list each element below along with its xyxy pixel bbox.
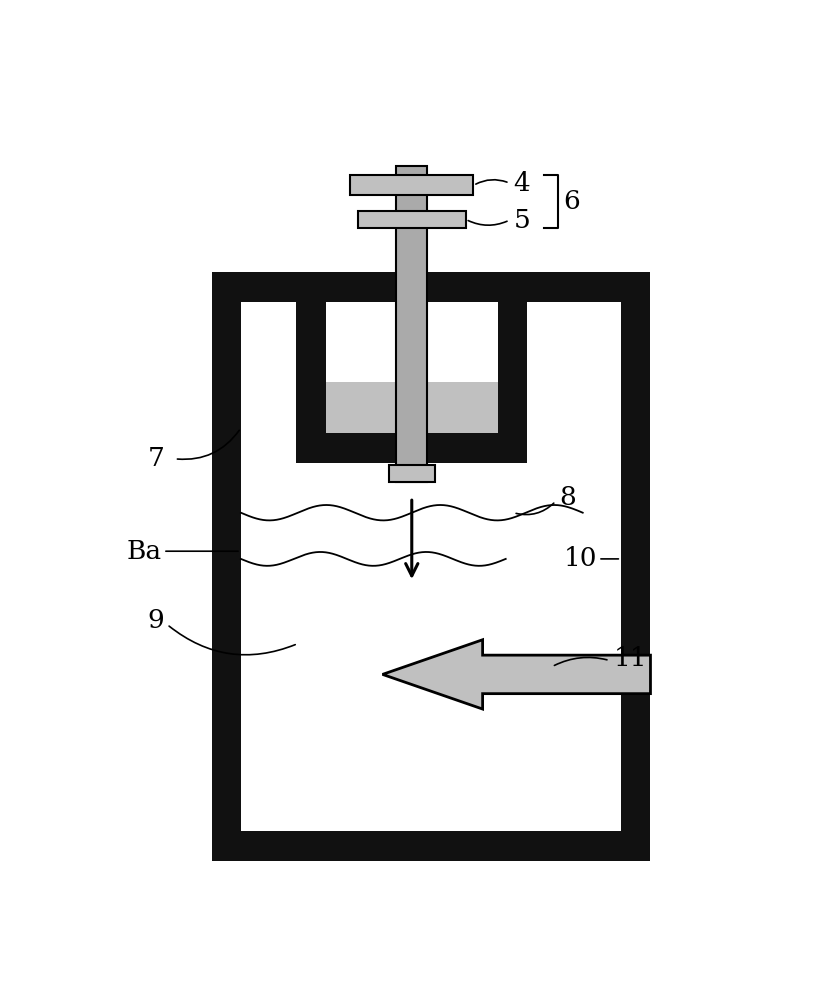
Bar <box>211 831 651 861</box>
Text: Ba: Ba <box>127 539 162 564</box>
Bar <box>389 465 434 482</box>
Text: 6: 6 <box>563 189 580 214</box>
Polygon shape <box>382 640 651 709</box>
Text: 5: 5 <box>514 208 530 233</box>
Text: 8: 8 <box>560 485 577 510</box>
Bar <box>358 211 466 228</box>
Bar <box>297 433 527 463</box>
Text: 11: 11 <box>614 647 647 672</box>
Bar <box>396 166 427 482</box>
Text: 7: 7 <box>148 446 164 471</box>
Text: 4: 4 <box>514 171 530 196</box>
Bar <box>621 302 651 831</box>
Bar <box>325 382 498 433</box>
Bar <box>211 272 651 302</box>
Text: 10: 10 <box>563 546 597 571</box>
Bar <box>498 302 527 463</box>
Bar <box>350 175 473 195</box>
Bar <box>297 302 325 463</box>
Text: 9: 9 <box>148 608 164 633</box>
Bar <box>211 302 241 831</box>
